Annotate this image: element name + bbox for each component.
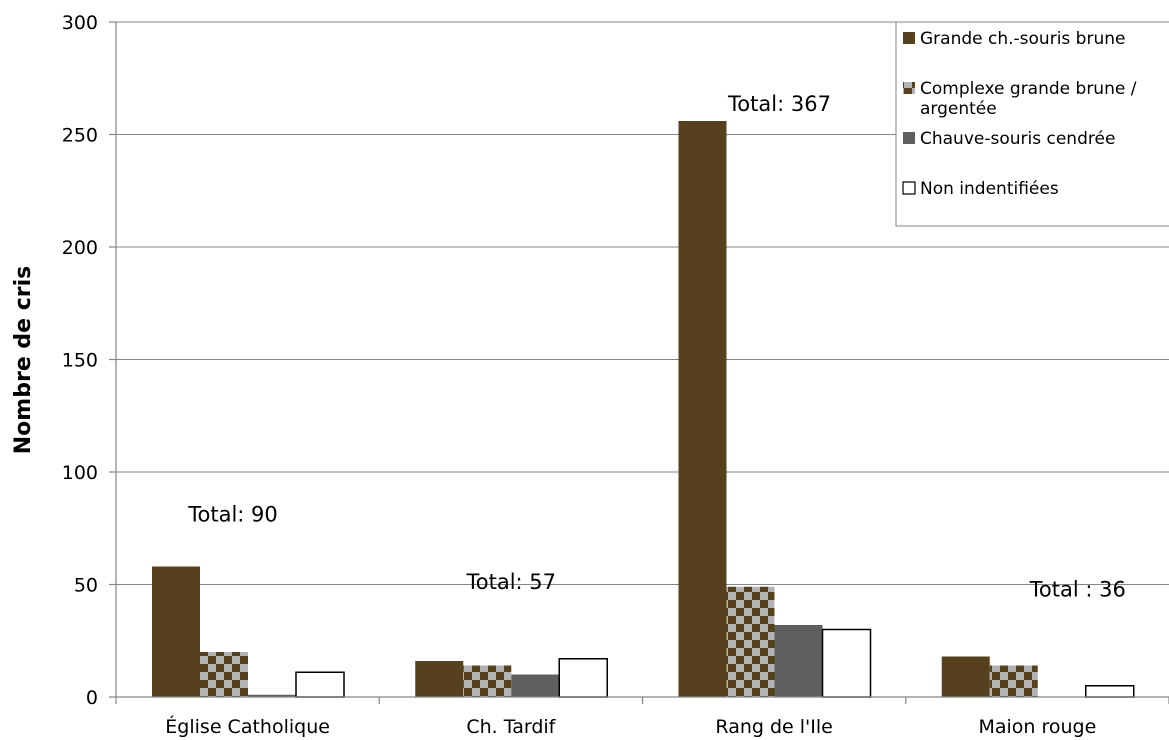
legend-label: Non indentifiées: [920, 179, 1059, 199]
legend-swatch: [903, 32, 915, 44]
y-tick-label: 100: [62, 462, 98, 484]
bar-0-2: [678, 121, 727, 697]
legend-label: Complexe grande brune / argentée: [920, 79, 1137, 119]
bar-2-1: [511, 674, 560, 697]
legend-label: Grande ch.-souris brune: [920, 29, 1125, 49]
x-tick-label: Rang de l'Ile: [715, 716, 832, 738]
x-tick-label: Maion rouge: [978, 716, 1096, 738]
bars: [152, 121, 1135, 698]
legend-swatch: [903, 82, 915, 94]
legend-swatch: [902, 181, 916, 195]
bar-3-3: [1085, 685, 1135, 698]
y-tick-label: 300: [62, 12, 98, 34]
y-tick-label: 0: [86, 687, 98, 709]
bar-3-0: [295, 671, 345, 698]
bar-0-3: [941, 656, 990, 697]
total-label: Total: 57: [465, 570, 556, 594]
bar-1-0: [200, 652, 248, 697]
bar-1-1: [463, 665, 512, 697]
y-tick-label: 250: [62, 125, 98, 147]
bar-1-3: [989, 665, 1038, 697]
legend-box: [895, 21, 1169, 227]
y-tick-label: 50: [74, 575, 98, 597]
bar-3-2: [821, 628, 872, 698]
bar-2-0: [248, 694, 296, 697]
total-annotations: Total: 90 Total: 57 Total: 367 Total : 36: [187, 92, 1126, 602]
x-tick-label: Ch. Tardif: [466, 716, 556, 738]
y-tick-labels: 0 50 100 150 200 250 300: [62, 12, 98, 709]
bar-3-1: [558, 658, 608, 698]
bar-2-2: [774, 625, 823, 697]
bar-0-0: [152, 566, 200, 697]
x-tick-label: Église Catholique: [165, 715, 330, 738]
y-tick-label: 200: [62, 237, 98, 259]
total-label: Total : 36: [1029, 578, 1126, 602]
y-tick-label: 150: [62, 350, 98, 372]
legend-label: Chauve-souris cendrée: [920, 129, 1115, 149]
y-axis-label: Nombre de cris: [11, 266, 36, 454]
total-label: Total: 367: [727, 92, 831, 116]
x-tick-labels: Église Catholique Ch. Tardif Rang de l'Ile…: [115, 697, 1169, 738]
bar-0-1: [415, 661, 464, 697]
legend: Grande ch.-souris brune Complexe grande b…: [895, 21, 1169, 227]
total-label: Total: 90: [187, 503, 278, 527]
bar-1-2: [726, 586, 775, 697]
legend-swatch: [903, 132, 915, 144]
